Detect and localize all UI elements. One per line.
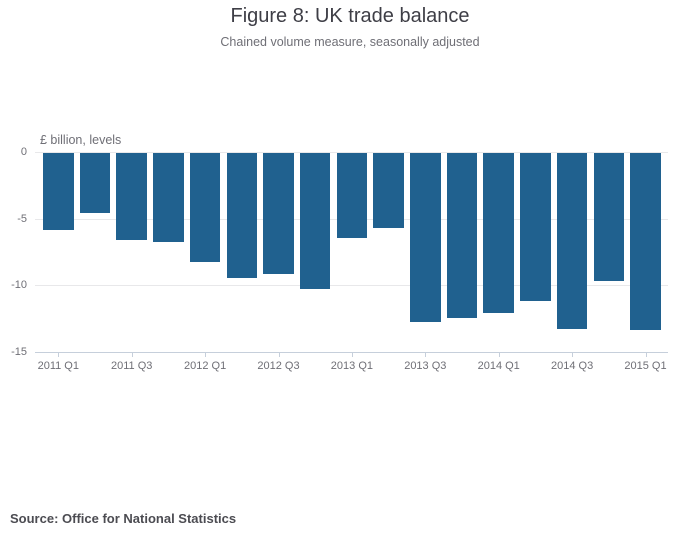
bar-2012-q1	[189, 153, 221, 263]
x-axis-tick	[425, 352, 427, 357]
x-axis-tick	[131, 352, 133, 357]
x-axis-tick-label: 2012 Q3	[257, 360, 300, 372]
x-axis-tick	[58, 352, 60, 357]
bar-2013-q4	[446, 153, 478, 319]
bar-2013-q1	[336, 153, 368, 239]
x-axis-tick-label: 2011 Q1	[37, 360, 79, 372]
x-axis-tick-label: 2015 Q1	[624, 360, 667, 372]
y-axis-tick-label: -10	[11, 279, 27, 292]
gridline--10	[35, 285, 668, 287]
bar-2013-q2	[373, 153, 404, 228]
plot-area	[35, 152, 668, 353]
x-axis-tick-label: 2013 Q3	[404, 360, 447, 372]
bar-2011-q1	[43, 153, 74, 231]
gridline-0	[35, 152, 668, 153]
x-axis-tick-label: 2013 Q1	[330, 360, 373, 372]
chart-subtitle: Chained volume measure, seasonally adjus…	[220, 35, 480, 49]
bar-2014-q1	[483, 153, 514, 313]
bar-2012-q4	[299, 153, 331, 289]
x-axis-tick-label: 2011 Q3	[110, 360, 153, 372]
x-axis-tick	[278, 352, 280, 357]
bar-2014-q4	[593, 153, 625, 281]
bar-2015-q1	[630, 153, 661, 331]
bar-2011-q4	[153, 153, 184, 243]
x-axis-tick-label: 2014 Q3	[550, 360, 594, 372]
bar-2011-q2	[79, 153, 111, 213]
x-axis-line	[35, 352, 668, 353]
bar-2011-q3	[116, 153, 147, 240]
y-axis-tick-label: 0	[20, 146, 27, 158]
x-axis-tick-label: 2012 Q1	[183, 360, 227, 372]
chart-title: Figure 8: UK trade balance	[230, 5, 470, 27]
x-axis-tick	[498, 352, 500, 357]
x-axis-tick	[351, 352, 353, 357]
source-text: Source: Office for National Statistics	[10, 511, 237, 526]
bar-2012-q3	[263, 153, 294, 275]
bar-2014-q3	[556, 153, 588, 329]
x-axis-tick	[645, 352, 647, 357]
y-axis-tick-label: -5	[17, 212, 27, 225]
x-axis-tick	[205, 352, 207, 357]
bar-2012-q2	[226, 153, 258, 279]
y-axis-tick-label: -15	[11, 346, 27, 358]
x-axis-tick-label: 2014 Q1	[477, 360, 520, 372]
y-axis-unit-label: £ billion, levels	[40, 133, 122, 147]
x-axis-tick	[572, 352, 574, 357]
bar-2013-q3	[410, 153, 441, 323]
bar-2014-q2	[520, 153, 551, 301]
